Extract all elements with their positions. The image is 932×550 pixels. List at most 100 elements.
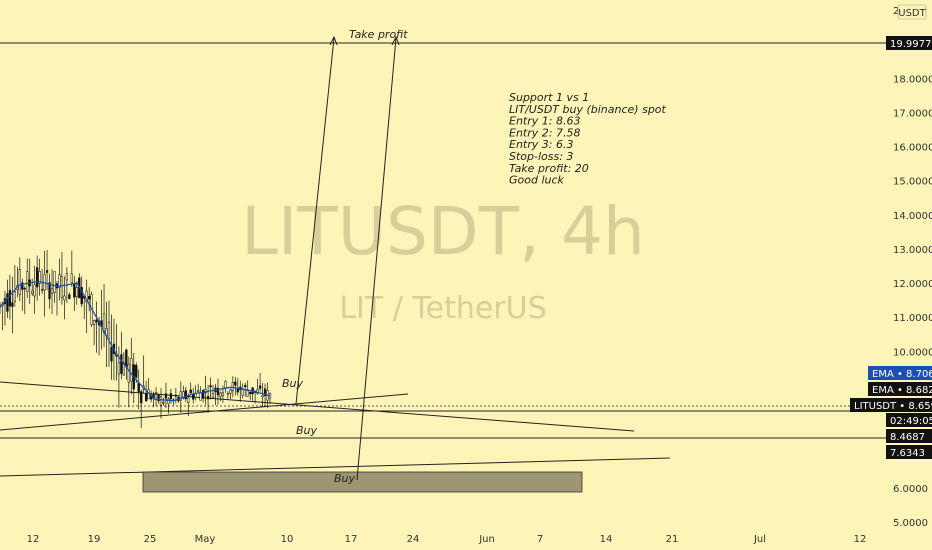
candle: [40, 269, 44, 295]
x-tick-label: Jul: [753, 534, 766, 545]
candle: [206, 384, 210, 413]
y-tick-label: 16.0000: [893, 143, 932, 154]
x-tick-label: 19: [88, 534, 101, 545]
candle: [201, 389, 205, 403]
buy-label-2: Buy: [296, 424, 318, 437]
price-tag-text: 19.9977: [890, 39, 931, 50]
candle: [226, 391, 230, 399]
note-line: Take profit: 20: [509, 162, 589, 175]
watermark-name: LIT / TetherUS: [339, 291, 546, 326]
x-tick-label: May: [195, 534, 216, 545]
y-tick-label: 18.0000: [893, 74, 932, 85]
note-line: Entry 3: 6.3: [509, 138, 573, 151]
candle: [75, 281, 78, 305]
candle: [70, 250, 73, 287]
ascending-trendline-2[interactable]: [0, 457, 671, 477]
y-tick-label: 13.0000: [893, 245, 932, 256]
candle: [58, 258, 61, 301]
candle: [211, 384, 215, 399]
price-tag-text: 8.4687: [890, 432, 925, 443]
note-line: Entry 1: 8.63: [509, 115, 580, 128]
x-tick-label: 12: [854, 534, 867, 545]
candle: [110, 314, 113, 380]
x-tick-label: 21: [666, 534, 679, 545]
note-line: Stop-loss: 3: [509, 150, 573, 163]
y-tick-label: 5.0000: [893, 518, 928, 529]
candle: [60, 251, 64, 305]
candle: [18, 257, 21, 302]
candle: [159, 388, 163, 419]
price-tags: 19.9977 EMA • 8.7066 EMA • 8.6829 LITUSDT •…: [850, 36, 932, 459]
y-tick-label: 14.0000: [893, 211, 932, 222]
price-tag-text: 7.6343: [890, 448, 925, 459]
candle: [140, 389, 143, 429]
candle: [179, 381, 182, 413]
x-tick-label: 12: [27, 534, 40, 545]
candle: [53, 271, 56, 303]
candle: [130, 338, 133, 395]
x-tick-label: 24: [407, 534, 420, 545]
candle: [258, 373, 262, 392]
candle: [88, 287, 91, 312]
time-axis[interactable]: 12 19 25 May 10 17 24 Jun 7 14 21 Jul 12: [27, 534, 867, 545]
candle: [187, 393, 190, 417]
candle: [162, 397, 165, 406]
x-tick-label: 7: [537, 534, 543, 545]
candle: [157, 393, 160, 404]
candle: [154, 387, 158, 407]
candle: [26, 258, 29, 298]
price-axis[interactable]: 2019.000018.000017.000016.000015.000014.…: [888, 0, 932, 550]
buy-label-3: Buy: [334, 472, 356, 485]
candlestick-series: [0, 249, 272, 429]
x-tick-label: 17: [345, 534, 358, 545]
take-profit-arrow-2[interactable]: [356, 35, 400, 481]
x-tick-label: 14: [600, 534, 613, 545]
y-tick-label: 17.0000: [893, 108, 932, 119]
x-tick-label: 25: [144, 534, 157, 545]
take-profit-label: Take profit: [349, 28, 408, 41]
candle: [31, 278, 34, 297]
x-tick-label: 10: [281, 534, 294, 545]
watermark-symbol: LITUSDT, 4h: [241, 193, 645, 270]
descending-trendline[interactable]: [0, 381, 635, 432]
candle: [216, 378, 220, 405]
y-tick-label: 15.0000: [893, 177, 932, 188]
candle: [219, 391, 222, 402]
price-tag: 19.9977: [886, 36, 932, 50]
candle: [234, 376, 237, 396]
ascending-trendline-1[interactable]: [0, 393, 409, 431]
price-tag-text: 02:49:05: [890, 416, 932, 427]
x-tick-label: Jun: [478, 534, 495, 545]
note-line: LIT/USDT buy (binance) spot: [509, 103, 667, 116]
y-tick-label: 11.0000: [893, 313, 932, 324]
candle: [209, 377, 212, 400]
note-line: Support 1 vs 1: [509, 91, 589, 104]
candle: [107, 300, 111, 367]
candle: [174, 387, 178, 404]
note-line: Entry 2: 7.58: [509, 126, 580, 139]
candle: [85, 279, 88, 334]
candle: [164, 382, 168, 409]
candle: [261, 382, 264, 407]
price-tag: EMA • 8.6829: [868, 382, 932, 396]
candle: [102, 283, 106, 347]
candle: [63, 276, 66, 320]
buy-zone-rectangle[interactable]: [142, 471, 583, 493]
price-tag: 8.4687: [886, 429, 932, 443]
candle: [68, 292, 71, 300]
y-tick-label: 12.0000: [893, 279, 932, 290]
candle: [246, 380, 249, 398]
y-tick-label: 10.0000: [893, 347, 932, 358]
ema-line: [0, 280, 271, 402]
candle: [48, 273, 51, 309]
take-profit-arrow-1[interactable]: [295, 35, 338, 405]
currency-button[interactable]: USDT: [897, 4, 927, 20]
note-line: Good luck: [509, 174, 565, 187]
candle: [229, 388, 232, 400]
price-tag-text: LITUSDT • 8.6595: [854, 401, 932, 412]
candle: [92, 319, 96, 346]
price-tag: 7.6343: [886, 445, 932, 459]
